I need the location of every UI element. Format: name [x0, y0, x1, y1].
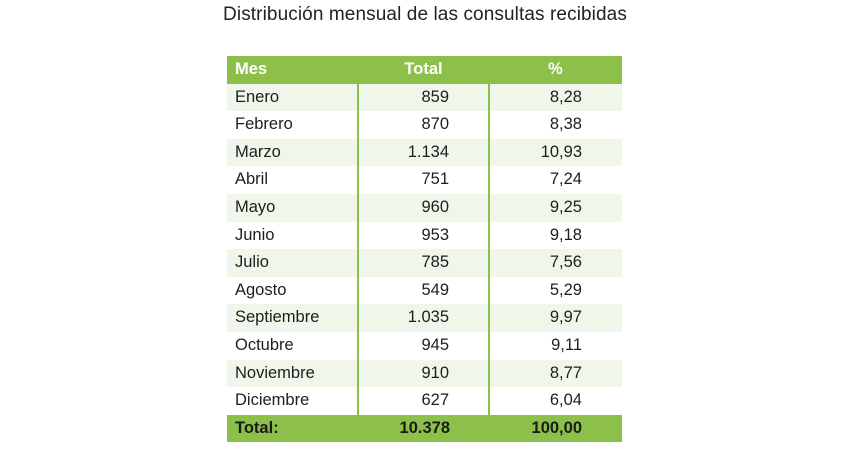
table-row: Octubre 945 9,11	[227, 331, 622, 360]
table-row: Febrero 870 8,38	[227, 111, 622, 139]
footer-label: Total:	[227, 414, 358, 443]
cell-mes: Agosto	[227, 276, 358, 305]
table-row: Mayo 960 9,25	[227, 193, 622, 222]
page-title: Distribución mensual de las consultas re…	[223, 4, 627, 25]
cell-total: 549	[357, 276, 489, 305]
cell-total: 859	[357, 83, 489, 112]
table-row: Junio 953 9,18	[227, 221, 622, 250]
cell-total: 1.035	[357, 304, 489, 332]
table-row: Julio 785 7,56	[227, 249, 622, 277]
cell-mes: Septiembre	[227, 304, 358, 332]
cell-total: 953	[357, 221, 489, 250]
cell-total: 870	[357, 111, 489, 139]
cell-percent: 9,11	[488, 331, 622, 360]
cell-total: 910	[357, 359, 489, 388]
footer-percent: 100,00	[489, 414, 622, 443]
cell-mes: Julio	[227, 249, 358, 277]
monthly-consultations-table: Mes Total % Enero 859 8,28 Febrero 870 8…	[227, 56, 622, 443]
footer-total: 10.378	[358, 414, 489, 443]
cell-percent: 8,28	[488, 83, 622, 112]
cell-percent: 8,77	[488, 359, 622, 388]
cell-total: 751	[357, 166, 489, 194]
column-header-total: Total	[358, 56, 489, 84]
header-row: Mes Total %	[227, 56, 622, 84]
cell-mes: Enero	[227, 83, 358, 112]
table-footer: Total: 10.378 100,00	[227, 414, 622, 443]
cell-mes: Junio	[227, 221, 358, 250]
table-row: Diciembre 627 6,04	[227, 387, 622, 415]
cell-mes: Marzo	[227, 138, 358, 167]
cell-mes: Octubre	[227, 331, 358, 360]
cell-total: 785	[357, 249, 489, 277]
cell-percent: 9,25	[488, 193, 622, 222]
cell-mes: Febrero	[227, 111, 358, 139]
cell-mes: Abril	[227, 166, 358, 194]
cell-percent: 8,38	[488, 111, 622, 139]
cell-total: 960	[357, 193, 489, 222]
cell-total: 945	[357, 331, 489, 360]
cell-percent: 10,93	[488, 138, 622, 167]
cell-total: 1.134	[357, 138, 489, 167]
table-row: Agosto 549 5,29	[227, 276, 622, 305]
column-header-mes: Mes	[227, 56, 358, 84]
table-row: Noviembre 910 8,77	[227, 359, 622, 388]
cell-percent: 9,18	[488, 221, 622, 250]
table-row: Septiembre 1.035 9,97	[227, 304, 622, 332]
table-body: Enero 859 8,28 Febrero 870 8,38 Marzo 1.…	[227, 83, 622, 415]
cell-percent: 9,97	[488, 304, 622, 332]
cell-percent: 6,04	[488, 387, 622, 415]
table-row: Abril 751 7,24	[227, 166, 622, 194]
cell-percent: 5,29	[488, 276, 622, 305]
total-row: Total: 10.378 100,00	[227, 414, 622, 443]
cell-mes: Diciembre	[227, 387, 358, 415]
column-header-percent: %	[489, 56, 622, 84]
table-row: Marzo 1.134 10,93	[227, 138, 622, 167]
cell-percent: 7,56	[488, 249, 622, 277]
cell-mes: Noviembre	[227, 359, 358, 388]
table-row: Enero 859 8,28	[227, 83, 622, 112]
table-header: Mes Total %	[227, 56, 622, 84]
cell-percent: 7,24	[488, 166, 622, 194]
cell-mes: Mayo	[227, 193, 358, 222]
cell-total: 627	[357, 387, 489, 415]
